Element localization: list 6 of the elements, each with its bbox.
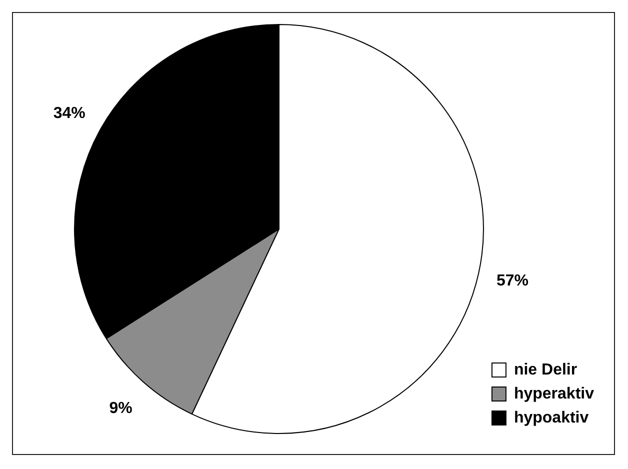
legend-label: hyperaktiv: [514, 385, 594, 402]
legend-label: nie Delir: [514, 361, 578, 378]
data-label: 34%: [53, 105, 86, 122]
data-label: 9%: [109, 400, 132, 417]
data-label: 57%: [496, 272, 528, 290]
legend-label: hypoaktiv: [514, 409, 589, 426]
